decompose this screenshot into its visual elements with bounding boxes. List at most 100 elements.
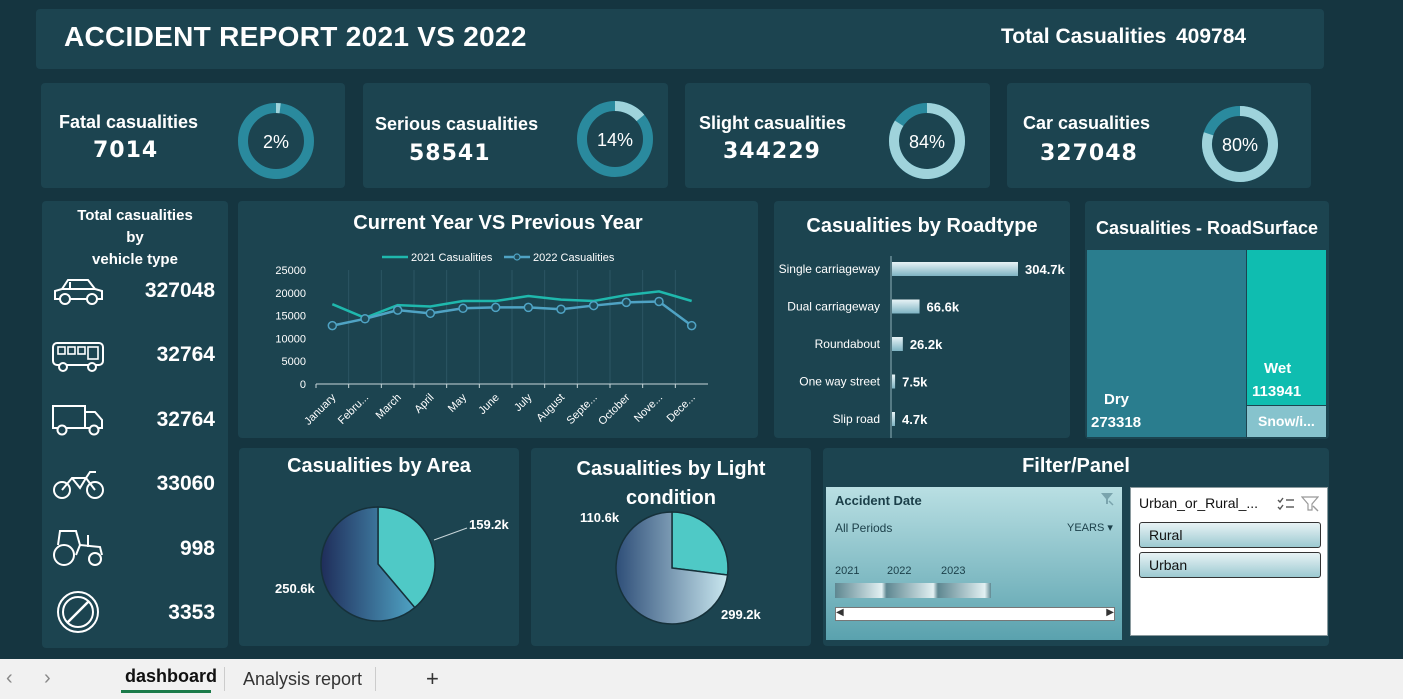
bar-data-label: 7.5k	[902, 375, 928, 390]
data-point	[360, 314, 370, 324]
y-tick-label: 0	[300, 379, 306, 391]
vehicle-row-motorcycle[interactable]: 33060	[50, 460, 225, 510]
slight-donut: 84%	[889, 103, 965, 179]
clear-filter-icon[interactable]	[1301, 496, 1319, 512]
vehicle-row-tractor[interactable]: 998	[50, 525, 225, 575]
pie-data-label: 299.2k	[721, 607, 762, 622]
data-point	[490, 302, 501, 313]
kpi-pct: 2%	[263, 132, 289, 152]
wet-value: 113941	[1252, 383, 1302, 400]
donut-arc	[614, 101, 645, 122]
data-point	[686, 320, 697, 331]
area-pie-panel: Casualities by Area 159.2k 250.6k	[239, 448, 519, 646]
line-chart-title: Current Year VS Previous Year	[353, 212, 643, 234]
kpi-card-fatal[interactable]: Fatal casualities 7014 2%	[41, 83, 345, 188]
data-point	[458, 303, 468, 314]
no-entry-icon	[57, 591, 99, 633]
kpi-value: 344229	[723, 139, 821, 164]
active-tab-indicator	[121, 690, 211, 693]
roadtype-panel: Casualities by Roadtype Single carriagew…	[774, 201, 1070, 438]
treemap-wet-tile[interactable]: Wet 113941	[1247, 250, 1326, 405]
bar-category-label: Single carriageway	[779, 262, 880, 276]
bar	[892, 412, 895, 426]
car-donut: 80%	[1202, 106, 1278, 182]
slicer-item-urban[interactable]: Urban	[1139, 552, 1321, 578]
add-sheet-button[interactable]: +	[426, 666, 439, 691]
urban-rural-slicer[interactable]: Urban_or_Rural_... Rural Urban	[1130, 487, 1328, 636]
dashboard-title: ACCIDENT REPORT 2021 VS 2022	[64, 21, 527, 52]
chevron-right-icon[interactable]: ›	[44, 667, 51, 689]
kpi-card-slight[interactable]: Slight casualities 344229 84%	[685, 83, 990, 188]
slicer-item-rural[interactable]: Rural	[1139, 522, 1321, 548]
pie-data-label: 250.6k	[275, 581, 316, 596]
motorcycle-icon	[53, 471, 104, 499]
x-tick-label: Febru...	[336, 392, 371, 427]
clear-filter-icon[interactable]	[1100, 492, 1114, 506]
vehicle-value: 3353	[168, 601, 215, 624]
vehicle-row-bus[interactable]: 32764	[50, 331, 225, 381]
chevron-down-icon: ▾	[1107, 522, 1113, 534]
area-pie-chart[interactable]: 159.2k 250.6k	[239, 448, 519, 646]
treemap-dry-tile[interactable]: Dry 273318	[1087, 250, 1246, 437]
kpi-label: Serious casualities	[375, 114, 539, 134]
line-chart[interactable]: 0 5000 10000 15000 20000 25000 JanuaryFebru...…	[238, 201, 758, 438]
x-tick-label: August	[534, 392, 567, 425]
serious-donut: 14%	[577, 101, 653, 177]
tab-divider	[375, 667, 376, 691]
data-point	[588, 300, 599, 311]
vehicle-title-line: by	[126, 229, 144, 246]
date-timeline-slicer[interactable]: Accident Date All Periods YEARS ▾ 2021 2…	[826, 487, 1122, 640]
vehicle-row-car[interactable]: 327048	[50, 267, 225, 317]
kpi-label: Fatal casualities	[59, 112, 199, 132]
x-tick-label: March	[374, 392, 404, 422]
vehicle-row-other[interactable]: 3353	[50, 589, 225, 639]
data-point	[556, 304, 566, 314]
vehicle-value: 327048	[144, 279, 215, 302]
scroll-right-icon[interactable]: ▶	[1106, 607, 1114, 618]
legend-label: 2022 Casualities	[533, 252, 615, 264]
bar-category-label: Slip road	[833, 412, 880, 426]
treemap-snow-tile[interactable]: Snow/i...	[1247, 406, 1326, 437]
timeline-level[interactable]: YEARS ▾	[1067, 521, 1113, 534]
vehicle-value: 33060	[156, 472, 215, 495]
bar-data-label: 4.7k	[902, 412, 928, 427]
timeline-scrollbar[interactable]: ◀ ▶	[835, 607, 1115, 621]
area-pie-title: Casualities by Area	[287, 455, 471, 477]
timeline-period: All Periods	[835, 521, 893, 535]
bar-data-label: 66.6k	[927, 300, 960, 315]
timeline-level-label: YEARS	[1067, 522, 1105, 534]
light-pie-title: Casualities by Light condition	[531, 455, 811, 513]
kpi-pct: 80%	[1222, 135, 1258, 155]
timeline-year: 2021	[835, 565, 860, 577]
timeline-bar[interactable]	[835, 583, 991, 598]
tractor-icon	[53, 530, 103, 566]
snow-label: Snow/i...	[1258, 413, 1315, 429]
pie-slice	[377, 506, 436, 609]
timeline-year: 2022	[887, 565, 912, 577]
roadtype-bar-chart[interactable]: Single carriageway 304.7k Dual carriageway…	[774, 201, 1070, 438]
tab-analysis-report[interactable]: Analysis report	[243, 669, 363, 689]
series-line-2021	[331, 290, 693, 320]
legend-marker	[513, 253, 521, 261]
tab-dashboard[interactable]: dashboard	[125, 666, 218, 686]
donut-arc	[889, 103, 965, 179]
data-point	[392, 305, 403, 315]
chevron-left-icon[interactable]: ‹	[6, 667, 13, 689]
light-pie-chart[interactable]: 110.6k 299.2k	[531, 448, 811, 646]
pie-slice	[615, 511, 729, 625]
car-icon	[54, 279, 103, 305]
light-pie-panel: Casualities by Light condition 110.6k 299…	[531, 448, 811, 646]
y-tick-label: 5000	[282, 356, 306, 368]
multi-select-icon[interactable]	[1277, 496, 1295, 512]
road-surface-title: Casualities - RoadSurface	[1095, 218, 1319, 238]
tab-divider	[224, 667, 225, 691]
x-tick-label: May	[446, 391, 470, 415]
scroll-left-icon[interactable]: ◀	[836, 607, 844, 618]
filter-panel-title: Filter/Panel	[1022, 455, 1130, 477]
vehicle-value: 32764	[156, 408, 215, 431]
vehicle-row-truck[interactable]: 32764	[50, 396, 225, 446]
kpi-card-car[interactable]: Car casualities 327048 80%	[1007, 83, 1311, 188]
kpi-card-serious[interactable]: Serious casualities 58541 14%	[363, 83, 668, 188]
vehicle-title-line: Total casualities	[77, 207, 193, 224]
pie-data-label: 159.2k	[469, 517, 510, 532]
